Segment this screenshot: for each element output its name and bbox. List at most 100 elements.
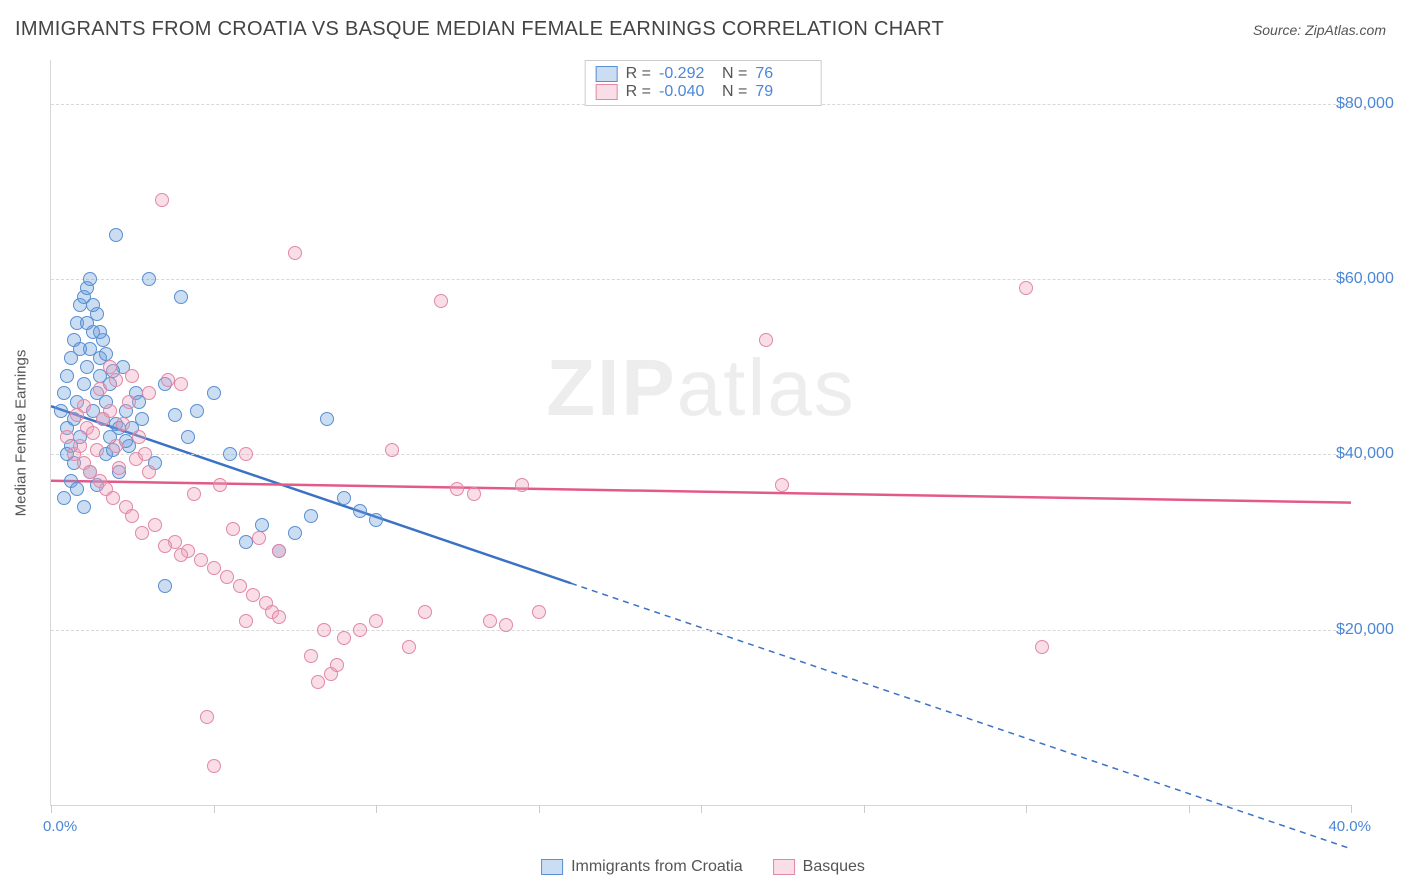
data-point <box>288 526 302 540</box>
data-point <box>135 412 149 426</box>
legend-label-b: Basques <box>803 858 865 876</box>
data-point <box>174 548 188 562</box>
data-point <box>122 395 136 409</box>
n-value-b: 79 <box>755 83 810 101</box>
data-point <box>77 377 91 391</box>
data-point <box>402 640 416 654</box>
chart-title: IMMIGRANTS FROM CROATIA VS BASQUE MEDIAN… <box>15 18 944 41</box>
data-point <box>255 518 269 532</box>
data-point <box>226 522 240 536</box>
data-point <box>353 504 367 518</box>
x-tick <box>864 805 865 813</box>
data-point <box>239 447 253 461</box>
source-attribution: Source: ZipAtlas.com <box>1253 22 1386 38</box>
grid-line <box>51 279 1351 280</box>
data-point <box>80 316 94 330</box>
data-point <box>450 482 464 496</box>
data-point <box>57 491 71 505</box>
swatch-series-b-icon <box>596 84 618 100</box>
data-point <box>330 658 344 672</box>
data-point <box>138 447 152 461</box>
data-point <box>483 614 497 628</box>
data-point <box>532 605 546 619</box>
data-point <box>304 509 318 523</box>
data-point <box>246 588 260 602</box>
data-point <box>1019 281 1033 295</box>
data-point <box>57 386 71 400</box>
data-point <box>213 478 227 492</box>
data-point <box>90 443 104 457</box>
data-point <box>223 447 237 461</box>
data-point <box>132 430 146 444</box>
y-tick-label: $80,000 <box>1336 95 1406 113</box>
data-point <box>73 439 87 453</box>
data-point <box>200 710 214 724</box>
data-point <box>207 386 221 400</box>
legend-item-b: Basques <box>773 858 865 876</box>
r-label: R = <box>626 83 651 101</box>
data-point <box>103 360 117 374</box>
data-point <box>353 623 367 637</box>
data-point <box>272 610 286 624</box>
data-point <box>83 272 97 286</box>
data-point <box>158 539 172 553</box>
data-point <box>337 631 351 645</box>
legend-stats-row-a: R = -0.292 N = 76 <box>596 65 811 83</box>
data-point <box>385 443 399 457</box>
data-point <box>103 404 117 418</box>
data-point <box>60 369 74 383</box>
data-point <box>116 417 130 431</box>
source-prefix: Source: <box>1253 22 1305 38</box>
y-axis-title: Median Female Earnings <box>13 349 30 516</box>
data-point <box>320 412 334 426</box>
y-tick-label: $40,000 <box>1336 445 1406 463</box>
data-point <box>142 465 156 479</box>
data-point <box>434 294 448 308</box>
plot-area: ZIPatlas Median Female Earnings 0.0% 40.… <box>50 60 1351 806</box>
data-point <box>70 482 84 496</box>
grid-line <box>51 630 1351 631</box>
n-value-a: 76 <box>755 65 810 83</box>
data-point <box>93 325 107 339</box>
x-tick <box>1351 805 1352 813</box>
n-label: N = <box>722 65 747 83</box>
data-point <box>109 439 123 453</box>
data-point <box>148 518 162 532</box>
data-point <box>70 408 84 422</box>
data-point <box>77 500 91 514</box>
data-point <box>73 342 87 356</box>
data-point <box>207 561 221 575</box>
data-point <box>272 544 286 558</box>
data-point <box>499 618 513 632</box>
data-point <box>759 333 773 347</box>
data-point <box>168 408 182 422</box>
data-point <box>158 579 172 593</box>
data-point <box>174 377 188 391</box>
data-point <box>194 553 208 567</box>
data-point <box>93 382 107 396</box>
r-value-a: -0.292 <box>659 65 714 83</box>
data-point <box>112 461 126 475</box>
data-point <box>109 228 123 242</box>
legend-label-a: Immigrants from Croatia <box>571 858 743 876</box>
n-label: N = <box>722 83 747 101</box>
data-point <box>239 535 253 549</box>
data-point <box>187 487 201 501</box>
data-point <box>125 509 139 523</box>
x-tick <box>701 805 702 813</box>
data-point <box>252 531 266 545</box>
data-point <box>135 526 149 540</box>
data-point <box>304 649 318 663</box>
x-tick <box>376 805 377 813</box>
data-point <box>337 491 351 505</box>
data-point <box>207 759 221 773</box>
x-tick <box>1026 805 1027 813</box>
data-point <box>239 614 253 628</box>
data-point <box>467 487 481 501</box>
legend-series: Immigrants from Croatia Basques <box>541 858 865 876</box>
data-point <box>220 570 234 584</box>
data-point <box>60 430 74 444</box>
y-tick-label: $20,000 <box>1336 621 1406 639</box>
legend-stats: R = -0.292 N = 76 R = -0.040 N = 79 <box>585 60 822 106</box>
data-point <box>109 373 123 387</box>
